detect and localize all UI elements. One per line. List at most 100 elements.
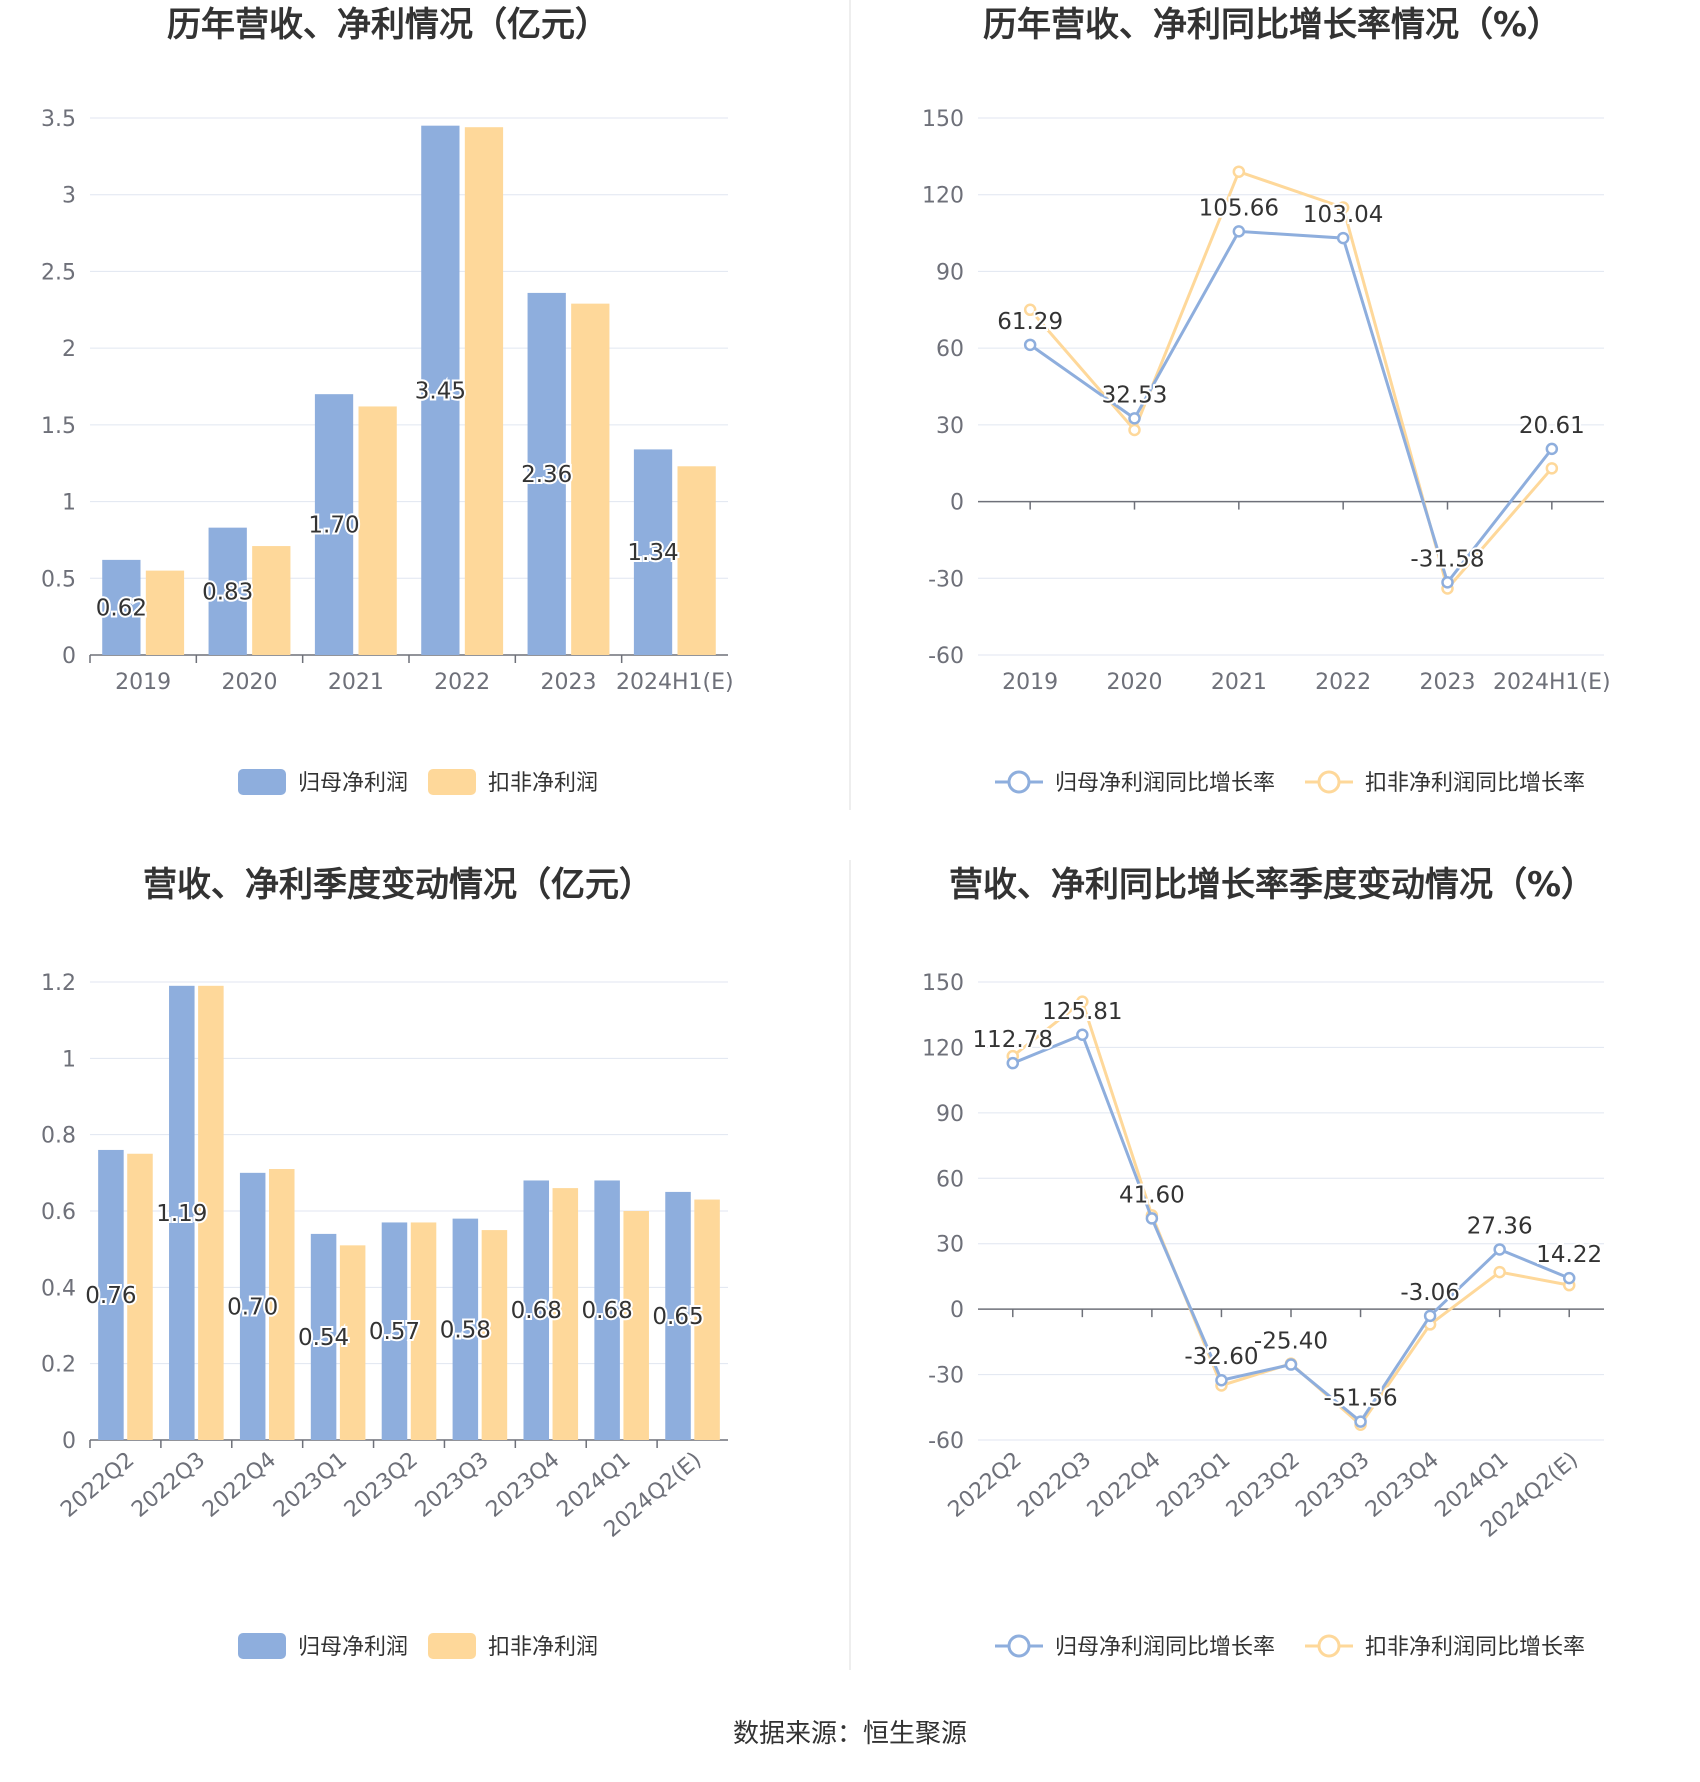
data-label: 41.60 <box>1119 1182 1185 1208</box>
y-tick-label: 0.6 <box>41 1200 76 1225</box>
y-tick-label: 60 <box>936 1167 964 1192</box>
legend-label: 归母净利润 <box>298 1635 408 1660</box>
y-tick-label: 0.2 <box>41 1353 76 1378</box>
y-tick-label: 120 <box>922 184 964 209</box>
legend-marker <box>1317 770 1341 794</box>
point-deducted-profit-growth <box>1336 201 1350 214</box>
bar-net-profit <box>310 1233 337 1440</box>
data-label: 0.68 <box>511 1298 562 1324</box>
y-tick-label: 3 <box>62 184 76 209</box>
legend-label: 归母净利润同比增长率 <box>1055 1635 1275 1660</box>
x-tick-label: 2020 <box>222 670 278 695</box>
bar-deducted-profit <box>198 985 224 1440</box>
y-tick-label: 150 <box>922 107 964 132</box>
y-tick-label: 0.4 <box>41 1276 76 1301</box>
bar-deducted-profit <box>410 1222 437 1440</box>
legend-label: 扣非净利润 <box>488 1635 598 1660</box>
bar-deducted-profit <box>571 303 610 655</box>
bar-net-profit <box>452 1218 479 1440</box>
chart-title: 历年营收、净利同比增长率情况（%） <box>983 5 1561 45</box>
y-tick-label: 1.5 <box>41 414 76 439</box>
point-net-profit-growth <box>1076 1028 1089 1042</box>
bar-net-profit <box>527 292 566 655</box>
y-tick-label: 150 <box>922 971 964 996</box>
y-tick-label: 3.5 <box>41 107 76 132</box>
bar-deducted-profit <box>677 466 716 655</box>
point-net-profit-growth <box>1023 338 1037 352</box>
bar-deducted-profit <box>145 570 185 655</box>
x-tick-label: 2023Q2 <box>340 1447 423 1522</box>
y-tick-label: 0 <box>62 1429 76 1454</box>
x-tick-label: 2023Q3 <box>1291 1447 1374 1522</box>
data-label: 1.19 <box>156 1201 207 1227</box>
y-tick-label: 90 <box>936 260 964 285</box>
bar-deducted-profit <box>481 1230 508 1440</box>
x-tick-label: 2023Q2 <box>1222 1447 1305 1522</box>
legend-label: 扣非净利润同比增长率 <box>1365 1635 1585 1660</box>
point-net-profit-growth <box>1215 1373 1228 1387</box>
y-tick-label: 2 <box>62 337 76 362</box>
legend-swatch <box>428 769 476 795</box>
data-label: 105.66 <box>1199 195 1279 221</box>
legend-swatch <box>428 1633 476 1659</box>
legend-label: 归母净利润 <box>298 771 408 796</box>
x-tick-label: 2022Q4 <box>1083 1447 1166 1522</box>
x-tick-label: 2023Q4 <box>482 1447 565 1522</box>
bar-net-profit <box>208 527 247 655</box>
x-tick-label: 2020 <box>1107 670 1163 695</box>
legend-label: 扣非净利润同比增长率 <box>1365 771 1585 796</box>
point-deducted-profit-growth <box>1023 303 1037 317</box>
x-tick-label: 2023 <box>1420 670 1476 695</box>
bar-net-profit <box>633 449 673 655</box>
bar-deducted-profit <box>464 127 504 656</box>
bar-net-profit <box>381 1222 408 1440</box>
bar-deducted-profit <box>339 1245 366 1440</box>
series-line-deducted-profit-growth <box>1029 169 1553 592</box>
data-label: 0.65 <box>652 1304 703 1330</box>
x-tick-label: 2023Q1 <box>269 1447 352 1522</box>
bar-net-profit <box>421 125 460 655</box>
data-label: 0.57 <box>369 1319 420 1345</box>
point-net-profit-growth <box>1545 442 1559 456</box>
x-tick-label: 2022Q2 <box>944 1447 1027 1522</box>
y-tick-label: 0.8 <box>41 1124 76 1149</box>
data-label: 1.34 <box>627 540 678 566</box>
y-tick-label: 0 <box>950 491 964 516</box>
point-net-profit-growth <box>1493 1243 1506 1256</box>
data-label: 20.61 <box>1519 413 1585 439</box>
y-tick-label: 0 <box>950 1298 964 1323</box>
point-net-profit-growth <box>1562 1271 1576 1285</box>
chart-title: 历年营收、净利情况（亿元） <box>167 5 609 45</box>
data-label: 103.04 <box>1303 202 1383 228</box>
y-tick-label: 2.5 <box>41 260 76 285</box>
data-label: 3.45 <box>415 378 466 404</box>
x-tick-label: 2021 <box>328 670 384 695</box>
bar-net-profit <box>594 1180 620 1440</box>
point-net-profit-growth <box>1423 1309 1437 1323</box>
data-label: 0.58 <box>440 1317 491 1343</box>
x-tick-label: 2019 <box>1002 670 1058 695</box>
point-net-profit-growth <box>1145 1212 1159 1225</box>
y-tick-label: 30 <box>936 1233 964 1258</box>
bar-net-profit <box>314 394 354 655</box>
data-label: -31.58 <box>1410 546 1484 572</box>
x-tick-label: 2021 <box>1211 670 1267 695</box>
bar-deducted-profit <box>127 1153 153 1440</box>
y-tick-label: 0.5 <box>41 567 76 592</box>
y-tick-label: 60 <box>936 337 964 362</box>
y-tick-label: -60 <box>928 1429 964 1454</box>
quarterly-profit-chart: 营收、净利季度变动情况（亿元） 00.20.40.60.811.22022Q22… <box>41 865 728 1660</box>
legend-swatch <box>238 1633 286 1659</box>
data-label: -25.40 <box>1254 1329 1328 1355</box>
bar-net-profit <box>523 1180 550 1440</box>
legend-label: 归母净利润同比增长率 <box>1055 771 1275 796</box>
y-tick-label: 30 <box>936 414 964 439</box>
point-deducted-profit-growth <box>1076 995 1089 1008</box>
annual-growth-chart: 历年营收、净利同比增长率情况（%） -60 -30 0 30 60 90 120 150 201… <box>922 5 1611 796</box>
series-line-net-profit-growth <box>1029 229 1554 586</box>
bar-deducted-profit <box>552 1188 579 1440</box>
data-label: 61.29 <box>997 309 1063 335</box>
x-tick-label: 2023 <box>541 670 597 695</box>
point-deducted-profit-growth <box>1232 165 1246 178</box>
y-tick-label: 1 <box>62 1047 76 1072</box>
